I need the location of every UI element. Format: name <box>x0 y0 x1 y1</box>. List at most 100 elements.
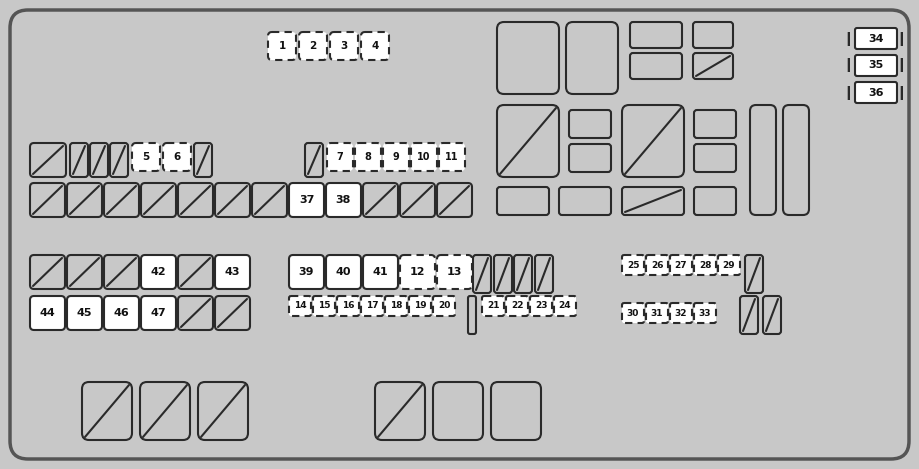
FancyBboxPatch shape <box>67 296 102 330</box>
Text: 43: 43 <box>225 267 240 277</box>
FancyBboxPatch shape <box>433 382 483 440</box>
FancyBboxPatch shape <box>530 296 552 316</box>
FancyBboxPatch shape <box>383 143 409 171</box>
FancyBboxPatch shape <box>468 296 476 334</box>
FancyBboxPatch shape <box>411 143 437 171</box>
FancyBboxPatch shape <box>30 143 66 177</box>
FancyBboxPatch shape <box>141 296 176 330</box>
Text: ❙: ❙ <box>842 31 854 45</box>
FancyBboxPatch shape <box>670 303 692 323</box>
Text: 3: 3 <box>340 41 347 51</box>
FancyBboxPatch shape <box>855 28 897 49</box>
FancyBboxPatch shape <box>30 255 65 289</box>
FancyBboxPatch shape <box>104 255 139 289</box>
Text: 45: 45 <box>77 308 92 318</box>
FancyBboxPatch shape <box>67 255 102 289</box>
FancyBboxPatch shape <box>361 32 389 60</box>
FancyBboxPatch shape <box>110 143 128 177</box>
FancyBboxPatch shape <box>289 296 311 316</box>
FancyBboxPatch shape <box>783 105 809 215</box>
FancyBboxPatch shape <box>622 255 644 275</box>
Text: 21: 21 <box>487 302 499 310</box>
Text: 28: 28 <box>698 260 711 270</box>
FancyBboxPatch shape <box>163 143 191 171</box>
FancyBboxPatch shape <box>497 22 559 94</box>
FancyBboxPatch shape <box>630 22 682 48</box>
FancyBboxPatch shape <box>554 296 576 316</box>
Text: 11: 11 <box>445 152 459 162</box>
FancyBboxPatch shape <box>252 183 287 217</box>
FancyBboxPatch shape <box>215 296 250 330</box>
FancyBboxPatch shape <box>289 183 324 217</box>
Text: 46: 46 <box>114 308 130 318</box>
Text: 16: 16 <box>342 302 354 310</box>
Text: 34: 34 <box>868 33 884 44</box>
FancyBboxPatch shape <box>305 143 323 177</box>
FancyBboxPatch shape <box>268 32 296 60</box>
Text: 32: 32 <box>675 309 687 318</box>
Text: 36: 36 <box>868 88 884 98</box>
Text: 30: 30 <box>627 309 640 318</box>
Text: 29: 29 <box>722 260 735 270</box>
Text: ❙: ❙ <box>895 59 907 73</box>
FancyBboxPatch shape <box>141 183 176 217</box>
Text: 19: 19 <box>414 302 426 310</box>
FancyBboxPatch shape <box>491 382 541 440</box>
FancyBboxPatch shape <box>400 183 435 217</box>
FancyBboxPatch shape <box>745 255 763 293</box>
Text: 44: 44 <box>40 308 55 318</box>
Text: 18: 18 <box>390 302 403 310</box>
Text: 2: 2 <box>310 41 317 51</box>
FancyBboxPatch shape <box>178 296 213 330</box>
FancyBboxPatch shape <box>855 55 897 76</box>
FancyBboxPatch shape <box>313 296 335 316</box>
FancyBboxPatch shape <box>569 144 611 172</box>
Text: 47: 47 <box>151 308 166 318</box>
Text: 8: 8 <box>365 152 371 162</box>
FancyBboxPatch shape <box>437 255 472 289</box>
Text: 12: 12 <box>410 267 425 277</box>
Text: ❙: ❙ <box>842 85 854 99</box>
Text: 13: 13 <box>447 267 462 277</box>
FancyBboxPatch shape <box>30 183 65 217</box>
Text: 24: 24 <box>559 302 572 310</box>
FancyBboxPatch shape <box>535 255 553 293</box>
Text: 35: 35 <box>868 61 884 70</box>
FancyBboxPatch shape <box>132 143 160 171</box>
FancyBboxPatch shape <box>763 296 781 334</box>
Text: 7: 7 <box>336 152 344 162</box>
FancyBboxPatch shape <box>646 255 668 275</box>
FancyBboxPatch shape <box>622 187 684 215</box>
Text: 15: 15 <box>318 302 330 310</box>
Text: 23: 23 <box>535 302 547 310</box>
FancyBboxPatch shape <box>140 382 190 440</box>
FancyBboxPatch shape <box>497 187 549 215</box>
Text: 1: 1 <box>278 41 286 51</box>
Text: 5: 5 <box>142 152 150 162</box>
FancyBboxPatch shape <box>566 22 618 94</box>
FancyBboxPatch shape <box>693 53 733 79</box>
Text: 10: 10 <box>417 152 431 162</box>
Text: 37: 37 <box>299 195 314 205</box>
FancyBboxPatch shape <box>400 255 435 289</box>
FancyBboxPatch shape <box>718 255 740 275</box>
FancyBboxPatch shape <box>355 143 381 171</box>
FancyBboxPatch shape <box>194 143 212 177</box>
FancyBboxPatch shape <box>482 296 504 316</box>
FancyBboxPatch shape <box>326 255 361 289</box>
FancyBboxPatch shape <box>473 255 491 293</box>
FancyBboxPatch shape <box>694 303 716 323</box>
FancyBboxPatch shape <box>670 255 692 275</box>
FancyBboxPatch shape <box>433 296 455 316</box>
FancyBboxPatch shape <box>375 382 425 440</box>
FancyBboxPatch shape <box>740 296 758 334</box>
Text: 41: 41 <box>373 267 389 277</box>
FancyBboxPatch shape <box>104 183 139 217</box>
Text: 6: 6 <box>174 152 181 162</box>
Text: 22: 22 <box>511 302 523 310</box>
FancyBboxPatch shape <box>694 255 716 275</box>
FancyBboxPatch shape <box>178 255 213 289</box>
FancyBboxPatch shape <box>514 255 532 293</box>
Text: 27: 27 <box>675 260 687 270</box>
FancyBboxPatch shape <box>330 32 358 60</box>
